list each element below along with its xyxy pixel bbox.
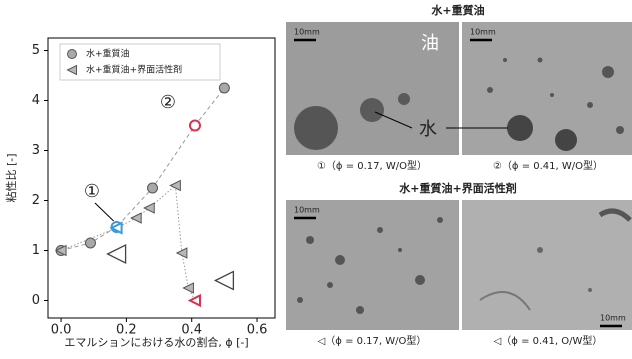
data-point — [183, 283, 193, 293]
y-tick-label: 0 — [32, 293, 40, 308]
scale-label: 10mm — [294, 28, 320, 37]
legend-label: 水+重質油 — [86, 48, 130, 60]
annotation: ① — [84, 181, 100, 202]
data-point — [219, 83, 229, 93]
scale-label: 10mm — [294, 206, 320, 215]
caption: ①（ϕ = 0.17, W/O型） — [317, 159, 427, 172]
y-tick-label: 3 — [32, 143, 40, 158]
data-point — [131, 213, 141, 223]
y-tick-label: 2 — [32, 193, 40, 208]
series-line — [61, 186, 195, 301]
data-point — [215, 272, 233, 290]
figure: 水 油 水+重質油 水+重質油+界面活性剤 10mm ①（ϕ = 0.17, W/… — [0, 0, 632, 355]
data-point — [148, 183, 158, 193]
panel-title: 水+重質油 — [431, 3, 484, 17]
caption: ◁（ϕ = 0.17, W/O型） — [318, 334, 427, 347]
series-line — [61, 88, 224, 251]
annotation: ② — [160, 92, 176, 113]
data-point — [190, 121, 200, 131]
scale-label: 10mm — [470, 28, 496, 37]
y-tick-label: 1 — [32, 243, 40, 258]
data-point — [108, 245, 126, 263]
legend-label: 水+重質油+界面活性剤 — [86, 64, 182, 76]
oil-label: 油 — [421, 33, 439, 54]
y-axis-label: 粘性比 [-] — [4, 153, 18, 202]
photo-bottom-left — [286, 200, 459, 330]
photo-top-right — [462, 22, 632, 155]
photo-bottom-right — [462, 200, 632, 330]
y-tick-label: 5 — [32, 43, 40, 58]
data-point — [85, 238, 95, 248]
water-label: 水 — [419, 119, 437, 140]
x-axis-label: エマルションにおける水の割合, ϕ [-] — [64, 335, 248, 349]
scale-label: 10mm — [600, 314, 626, 323]
data-point — [190, 296, 200, 306]
caption: ◁（ϕ = 0.41, O/W型） — [494, 334, 603, 347]
panel-title: 水+重質油+界面活性剤 — [399, 181, 516, 195]
legend-marker — [68, 50, 77, 59]
x-tick-label: 0.6 — [247, 323, 268, 338]
caption: ②（ϕ = 0.41, W/O型） — [493, 159, 603, 172]
annotation-arrow — [95, 203, 114, 221]
data-point — [170, 181, 180, 191]
y-tick-label: 4 — [32, 93, 40, 108]
data-point — [144, 203, 154, 213]
